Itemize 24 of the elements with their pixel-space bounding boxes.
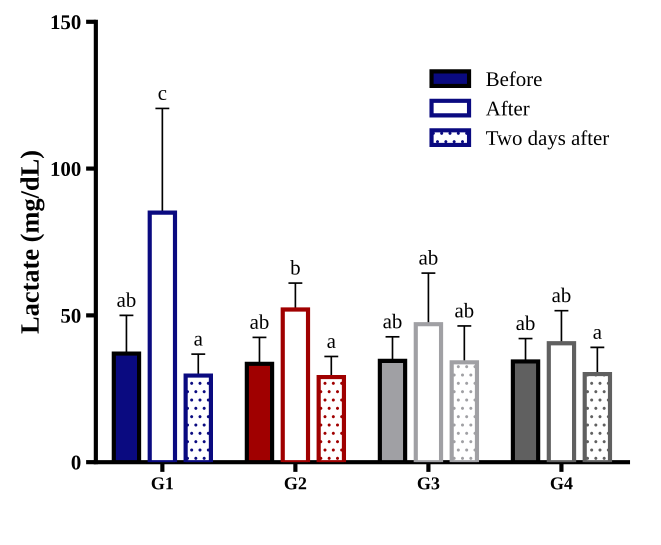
y-tick-label: 100: [52, 162, 80, 176]
y-tick-label: 150: [52, 15, 80, 30]
annotation: ab: [455, 302, 474, 318]
legend-label: Two days after: [486, 130, 610, 150]
x-tick-label: G4: [550, 477, 573, 490]
x-tick-label: G3: [418, 477, 440, 490]
legend-label: After: [486, 100, 530, 116]
y-tick-label: 0: [72, 456, 80, 470]
annotation: ab: [552, 288, 570, 302]
annotation: a: [194, 336, 203, 346]
annotation: ab: [383, 314, 402, 328]
annotation: ab: [419, 250, 438, 265]
annotation: ab: [250, 314, 269, 329]
x-tick-label: G2: [284, 477, 306, 490]
y-tick-label: 50: [61, 308, 80, 323]
x-tick-label: G1: [152, 477, 173, 490]
annotation: ab: [516, 316, 535, 330]
y-axis-title: Lactate (mg/dL): [20, 151, 44, 334]
annotation: c: [158, 90, 166, 100]
legend-label: Before: [486, 71, 542, 86]
annotation: a: [593, 328, 602, 339]
annotation: ab: [117, 292, 136, 307]
annotation: a: [327, 338, 336, 348]
annotation: b: [290, 260, 300, 275]
